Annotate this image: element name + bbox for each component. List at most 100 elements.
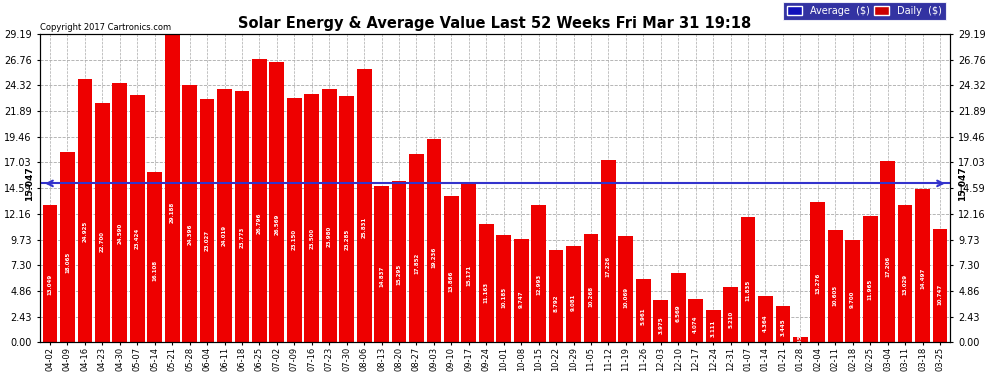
Bar bbox=[444, 196, 458, 342]
Text: 10.268: 10.268 bbox=[588, 286, 593, 308]
Bar bbox=[409, 154, 424, 342]
Bar bbox=[182, 85, 197, 342]
Bar bbox=[898, 205, 913, 342]
Text: 25.831: 25.831 bbox=[361, 217, 366, 238]
Bar bbox=[671, 273, 686, 342]
Text: 14.497: 14.497 bbox=[920, 267, 925, 289]
Text: 15.171: 15.171 bbox=[466, 264, 471, 286]
Bar bbox=[479, 225, 494, 342]
Text: 18.065: 18.065 bbox=[65, 252, 70, 273]
Bar bbox=[269, 62, 284, 342]
Text: 22.700: 22.700 bbox=[100, 231, 105, 252]
Bar bbox=[77, 79, 92, 342]
Text: 16.108: 16.108 bbox=[152, 260, 157, 282]
Bar bbox=[566, 246, 581, 342]
Bar bbox=[845, 240, 860, 342]
Bar bbox=[43, 204, 57, 342]
Bar bbox=[113, 82, 128, 342]
Bar bbox=[933, 229, 947, 342]
Text: 13.276: 13.276 bbox=[816, 273, 821, 294]
Text: 3.445: 3.445 bbox=[780, 318, 785, 336]
Bar bbox=[548, 249, 563, 342]
Text: 23.027: 23.027 bbox=[205, 230, 210, 251]
Text: 24.590: 24.590 bbox=[118, 223, 123, 244]
Bar bbox=[217, 88, 232, 342]
Text: 6.569: 6.569 bbox=[676, 304, 681, 322]
Bar bbox=[775, 306, 790, 342]
Text: 26.569: 26.569 bbox=[274, 214, 279, 235]
Text: 17.206: 17.206 bbox=[885, 255, 890, 277]
Text: 26.796: 26.796 bbox=[257, 213, 262, 234]
Bar bbox=[287, 98, 302, 342]
Bar bbox=[514, 239, 529, 342]
Text: 10.605: 10.605 bbox=[833, 285, 838, 306]
Bar bbox=[793, 336, 808, 342]
Text: 24.925: 24.925 bbox=[82, 221, 87, 242]
Text: 17.226: 17.226 bbox=[606, 255, 611, 276]
Text: 17.852: 17.852 bbox=[414, 252, 419, 274]
Bar bbox=[915, 189, 930, 342]
Bar bbox=[200, 99, 215, 342]
Bar bbox=[374, 186, 389, 342]
Bar bbox=[619, 236, 634, 342]
Text: 13.029: 13.029 bbox=[903, 274, 908, 295]
Text: 23.150: 23.150 bbox=[292, 229, 297, 250]
Bar bbox=[811, 202, 826, 342]
Text: 4.074: 4.074 bbox=[693, 316, 698, 333]
Bar bbox=[322, 89, 337, 342]
Bar bbox=[60, 152, 75, 342]
Bar bbox=[828, 230, 842, 342]
Bar bbox=[252, 59, 267, 342]
Text: 29.188: 29.188 bbox=[169, 202, 174, 223]
Text: 23.285: 23.285 bbox=[345, 228, 349, 250]
Text: 11.835: 11.835 bbox=[745, 279, 750, 300]
Text: 15.047: 15.047 bbox=[25, 166, 34, 201]
Text: 13.049: 13.049 bbox=[48, 274, 52, 295]
Text: 24.396: 24.396 bbox=[187, 224, 192, 245]
Bar bbox=[653, 300, 668, 342]
Bar bbox=[304, 94, 319, 342]
Text: 4.364: 4.364 bbox=[763, 314, 768, 332]
Title: Solar Energy & Average Value Last 52 Weeks Fri Mar 31 19:18: Solar Energy & Average Value Last 52 Wee… bbox=[239, 16, 751, 32]
Bar bbox=[758, 296, 773, 342]
Bar bbox=[356, 69, 371, 342]
Text: 5.961: 5.961 bbox=[641, 307, 645, 325]
Bar bbox=[340, 96, 354, 342]
Bar bbox=[392, 181, 407, 342]
Bar bbox=[496, 235, 511, 342]
Text: 15.295: 15.295 bbox=[397, 264, 402, 285]
Bar bbox=[130, 95, 145, 342]
Bar bbox=[601, 160, 616, 342]
Text: 23.500: 23.500 bbox=[309, 228, 314, 249]
Bar bbox=[148, 172, 162, 342]
Text: 15.047: 15.047 bbox=[958, 166, 967, 201]
Text: Copyright 2017 Cartronics.com: Copyright 2017 Cartronics.com bbox=[40, 23, 170, 32]
Text: 9.081: 9.081 bbox=[571, 293, 576, 311]
Bar bbox=[583, 234, 598, 342]
Bar bbox=[880, 160, 895, 342]
Bar bbox=[706, 309, 721, 342]
Text: 12.993: 12.993 bbox=[537, 274, 542, 296]
Text: 19.236: 19.236 bbox=[432, 246, 437, 268]
Text: 3.111: 3.111 bbox=[711, 320, 716, 337]
Legend: Average  ($), Daily  ($): Average ($), Daily ($) bbox=[783, 2, 945, 20]
Bar bbox=[741, 217, 755, 342]
Text: 11.163: 11.163 bbox=[484, 282, 489, 303]
Bar bbox=[636, 279, 650, 342]
Text: 23.980: 23.980 bbox=[327, 225, 332, 247]
Bar bbox=[235, 91, 249, 342]
Bar bbox=[723, 287, 738, 342]
Text: 5.210: 5.210 bbox=[728, 310, 733, 328]
Text: 8.792: 8.792 bbox=[553, 295, 558, 312]
Text: 23.424: 23.424 bbox=[135, 228, 140, 249]
Text: 24.019: 24.019 bbox=[222, 225, 227, 246]
Text: 9.700: 9.700 bbox=[850, 291, 855, 308]
Bar bbox=[532, 205, 546, 342]
Text: 0.554: 0.554 bbox=[798, 331, 803, 348]
Bar bbox=[688, 299, 703, 342]
Bar bbox=[427, 139, 442, 342]
Text: 13.866: 13.866 bbox=[448, 270, 453, 292]
Text: 9.747: 9.747 bbox=[519, 290, 524, 308]
Text: 23.773: 23.773 bbox=[240, 226, 245, 248]
Text: 11.965: 11.965 bbox=[867, 279, 872, 300]
